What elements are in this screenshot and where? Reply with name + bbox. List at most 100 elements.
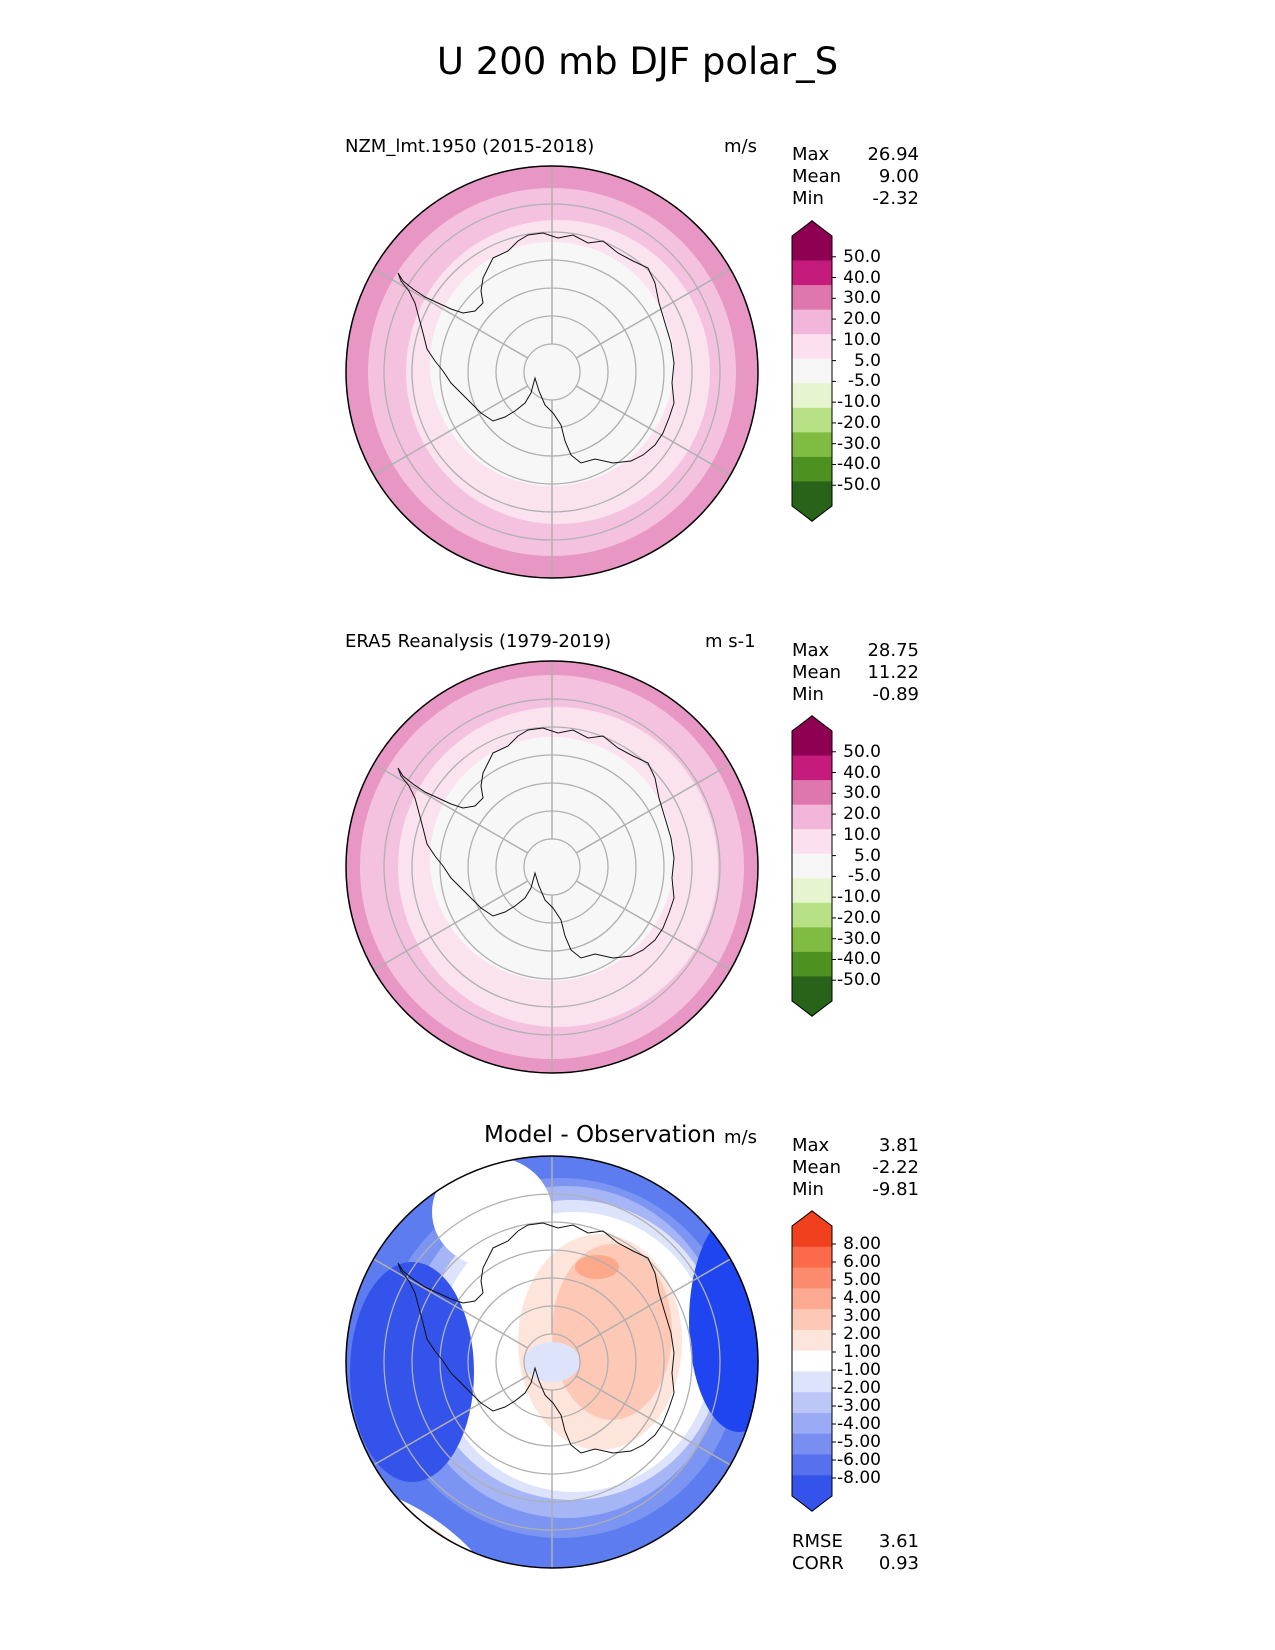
difference-contour (575, 1255, 619, 1279)
colorbar-segment (792, 1329, 832, 1352)
colorbar-tick-label: -30.0 (837, 433, 881, 454)
colorbar-segment (792, 1433, 832, 1455)
wind-speed-contour (430, 737, 674, 981)
colorbar-tick-label: 50.0 (843, 741, 881, 762)
colorbar-extend-min (792, 1496, 832, 1512)
stat-max-value: 28.75 (867, 640, 919, 661)
colorbar-tick-label: 20.0 (843, 309, 881, 330)
stat-min-label: Min (792, 188, 824, 209)
colorbar-segment (792, 755, 832, 781)
colorbar-tick-label: -5.00 (837, 1432, 881, 1452)
panel-3-title: Model - Observation (483, 1122, 717, 1148)
colorbar-extend-max (792, 220, 832, 236)
map-boundary (345, 1155, 759, 1569)
panel-2-title: ERA5 Reanalysis (1979-2019) (345, 631, 612, 652)
meridian-line (575, 1258, 731, 1349)
colorbar-outline (791, 1210, 833, 1512)
meridian-line (575, 880, 731, 971)
difference-contour (689, 1212, 758, 1432)
colorbar-segment (792, 1350, 832, 1372)
panel-2-units: m s-1 (705, 631, 756, 652)
colorbar-outline (791, 220, 833, 522)
colorbar-extend-min (792, 506, 832, 522)
colorbar-segment (792, 236, 832, 262)
colorbar-segment (792, 1288, 832, 1310)
colorbar-tick-label: 4.00 (843, 1288, 881, 1308)
colorbar-segment (792, 407, 832, 433)
colorbar-segment (792, 780, 832, 806)
stat-corr-label: CORR (792, 1553, 844, 1574)
colorbar-tick-label: 40.0 (843, 762, 881, 783)
colorbar-tick-label: 30.0 (843, 288, 881, 309)
colorbar-tick-label: -5.0 (847, 371, 881, 392)
antarctica-coastline (397, 1222, 675, 1454)
colorbar-segment (792, 456, 832, 482)
colorbar-tick-label: -4.00 (837, 1414, 881, 1434)
colorbar-model-ticks: 50.0 40.0 30.0 20.0 10.0 5.0 -5.0 -10.0 -20.0 -30… (835, 220, 885, 522)
colorbar-model (791, 220, 836, 522)
colorbar-segment (792, 902, 832, 928)
colorbar-tick-label: 50.0 (843, 246, 881, 267)
stat-max-label: Max (792, 640, 830, 661)
colorbar-segment (792, 804, 832, 830)
stat-mean-label: Mean (792, 662, 842, 683)
difference-contour (432, 1157, 552, 1267)
meridian-line (373, 880, 529, 971)
colorbar-tick-label: 3.00 (843, 1306, 881, 1326)
colorbar-segment (792, 853, 832, 879)
panel-1-title: NZM_lmt.1950 (2015-2018) (345, 136, 595, 157)
graticule (373, 661, 731, 1073)
colorbar-tick-label: 8.00 (843, 1234, 881, 1254)
colorbar-tick-label: 10.0 (843, 329, 881, 350)
colorbar-segment (792, 334, 832, 360)
colorbar-tick-label: 5.00 (843, 1270, 881, 1290)
stat-max-label: Max (792, 1135, 830, 1156)
colorbar-tick-label: -8.00 (837, 1468, 881, 1488)
colorbar-tick-label: 20.0 (843, 804, 881, 825)
colorbar-segment (792, 829, 832, 855)
polar-map-model (343, 163, 761, 581)
meridian-line (373, 1375, 529, 1466)
stat-max-label: Max (792, 144, 830, 165)
antarctica-coastline (397, 727, 675, 959)
colorbar-tick-label: -3.00 (837, 1396, 881, 1416)
meridian-line (373, 763, 529, 854)
colorbar-tick-label: 2.00 (843, 1324, 881, 1344)
stat-min-label: Min (792, 684, 824, 705)
difference-contour (552, 1244, 672, 1420)
colorbar-segment (792, 1267, 832, 1289)
panel-1-stats: Max 26.94 Mean 9.00 Min -2.32 (792, 144, 919, 210)
stat-corr-value: 0.93 (878, 1553, 919, 1574)
colorbar-tick-label: -2.00 (837, 1378, 881, 1398)
stat-max-value: 3.81 (878, 1135, 919, 1156)
polar-map-observation (343, 658, 761, 1076)
stat-rmse-label: RMSE (792, 1531, 843, 1552)
meridian-line (575, 268, 731, 359)
colorbar-tick-label: -10.0 (837, 392, 881, 413)
colorbar-segment (792, 976, 832, 1002)
stat-min-value: -2.32 (872, 188, 919, 209)
stat-min-value: -0.89 (872, 684, 919, 705)
colorbar-segment (792, 878, 832, 904)
colorbar-tick-label: 10.0 (843, 824, 881, 845)
colorbar-segment (792, 285, 832, 311)
panel-3-stats: Max 3.81 Mean -2.22 Min -9.81 (792, 1135, 919, 1201)
colorbar-segment (792, 383, 832, 409)
colorbar-segment (792, 1412, 832, 1435)
colorbar-segment (792, 1309, 832, 1331)
difference-contour (524, 1342, 580, 1382)
colorbar-tick-label: -40.0 (837, 949, 881, 970)
colorbar-extend-min (792, 1001, 832, 1017)
colorbar-tick-label: -6.00 (837, 1450, 881, 1470)
colorbar-segment (792, 951, 832, 977)
colorbar-extend-max (792, 1210, 832, 1226)
graticule (373, 1156, 731, 1568)
colorbar-segment (792, 1392, 832, 1414)
colorbar-observation (791, 715, 836, 1017)
panel-2-stats: Max 28.75 Mean 11.22 Min -0.89 (792, 640, 919, 706)
graticule (373, 166, 731, 578)
meridian-line (575, 1375, 731, 1466)
colorbar-difference (791, 1210, 836, 1512)
colorbar-tick-label: -10.0 (837, 887, 881, 908)
colorbar-tick-label: 1.00 (843, 1342, 881, 1362)
